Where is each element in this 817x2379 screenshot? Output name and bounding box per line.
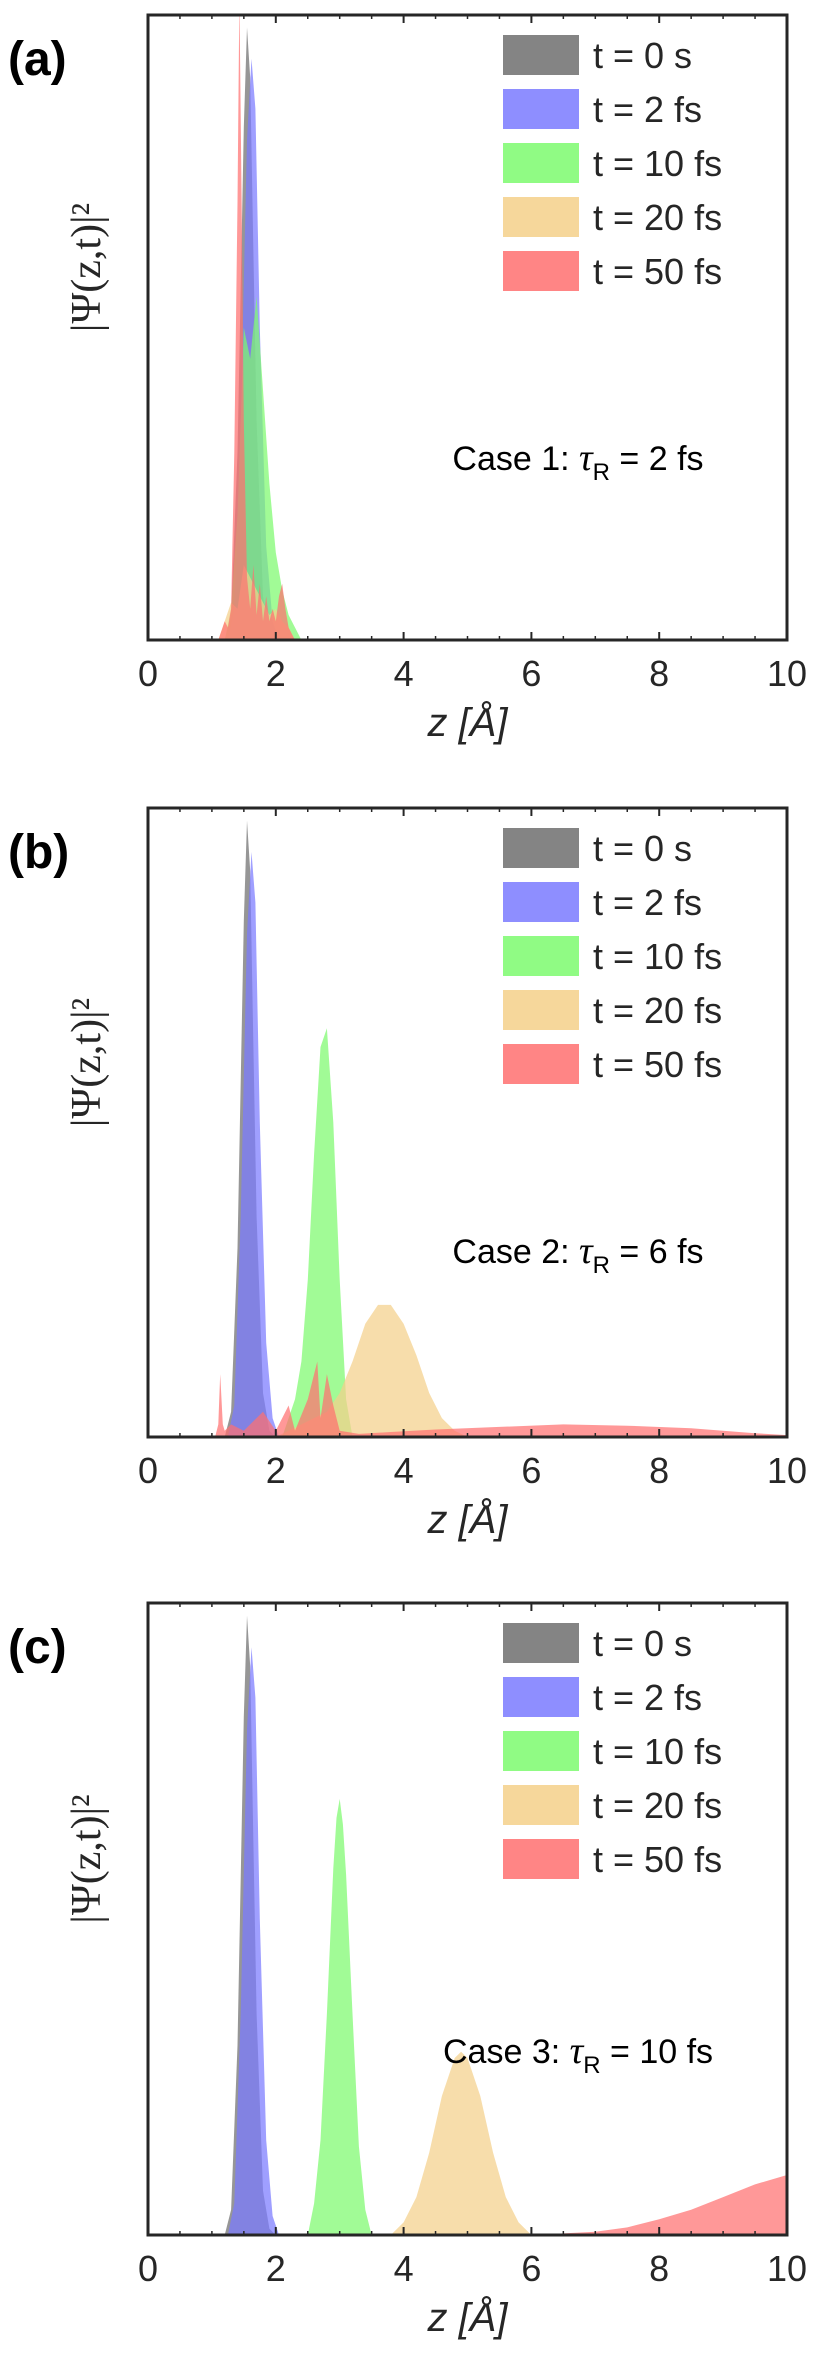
legend-swatch-t-10-fs xyxy=(503,143,579,183)
x-tick-label: 0 xyxy=(138,1450,158,1491)
series-area-t-10-fs xyxy=(307,1798,372,2235)
case-annotation-suffix: = 10 fs xyxy=(601,2033,713,2071)
legend-label-t-20-fs: t = 20 fs xyxy=(593,1785,722,1826)
legend-label-t-2-fs: t = 2 fs xyxy=(593,89,702,130)
y-axis-label: |Ψ(z,t)|² xyxy=(64,998,110,1127)
y-axis-label: |Ψ(z,t)|² xyxy=(64,1794,110,1923)
panel-b: 0 2 4 6 8 10 z [Å] |Ψ(z,t)|² (b) t = 0 s t = 2 fs t… xyxy=(8,806,807,1542)
panel-c: 0 2 4 6 8 10 z [Å] |Ψ(z,t)|² (c) t = 0 s t = 2 fs t… xyxy=(8,1601,807,2340)
legend-label-t-20-fs: t = 20 fs xyxy=(593,990,722,1031)
x-tick-label: 6 xyxy=(521,2248,541,2289)
legend-label-t-2-fs: t = 2 fs xyxy=(593,882,702,923)
case-annotation-symbol: τ xyxy=(579,1230,594,1272)
legend-swatch-t-10-fs xyxy=(503,1731,579,1771)
legend-swatch-t-10-fs xyxy=(503,936,579,976)
legend-swatch-t-20-fs xyxy=(503,990,579,1030)
x-tick-label: 6 xyxy=(521,1450,541,1491)
legend-swatch-t-50-fs xyxy=(503,1044,579,1084)
case-annotation: Case 3: τR = 10 fs xyxy=(443,2030,713,2079)
legend-swatch-t-50-fs xyxy=(503,1839,579,1879)
series-group xyxy=(224,1615,787,2235)
legend-swatch-t-20-fs xyxy=(503,197,579,237)
legend-swatch-t-50-fs xyxy=(503,251,579,291)
series-area-t-2-fs xyxy=(227,1647,279,2235)
legend-swatch-t-0-s xyxy=(503,1623,579,1663)
case-annotation: Case 1: τR = 2 fs xyxy=(452,437,703,486)
series-group xyxy=(215,820,787,1437)
x-axis-label: z [Å] xyxy=(426,2295,508,2340)
legend-swatch-t-0-s xyxy=(503,828,579,868)
x-tick-label: 8 xyxy=(649,653,669,694)
case-annotation-prefix: Case 3: xyxy=(443,2033,570,2071)
case-annotation-prefix: Case 2: xyxy=(452,1233,579,1271)
x-tick-label: 4 xyxy=(394,2248,414,2289)
legend-swatch-t-0-s xyxy=(503,35,579,75)
x-tick-label: 2 xyxy=(266,653,286,694)
x-tick-label: 10 xyxy=(767,653,807,694)
x-tick-label: 10 xyxy=(767,2248,807,2289)
panel-label: (b) xyxy=(8,826,69,879)
x-tick-label: 2 xyxy=(266,1450,286,1491)
x-tick-label: 8 xyxy=(649,1450,669,1491)
legend-label-t-2-fs: t = 2 fs xyxy=(593,1677,702,1718)
legend-label-t-10-fs: t = 10 fs xyxy=(593,1731,722,1772)
legend-swatch-t-2-fs xyxy=(503,1677,579,1717)
legend-label-t-50-fs: t = 50 fs xyxy=(593,1839,722,1880)
series-area-t-20-fs xyxy=(275,1304,468,1437)
legend-swatch-t-2-fs xyxy=(503,882,579,922)
x-tick-label: 4 xyxy=(394,1450,414,1491)
legend-swatch-t-2-fs xyxy=(503,89,579,129)
x-tick-label: 0 xyxy=(138,653,158,694)
panel-a: 0 2 4 6 8 10 z [Å] |Ψ(z,t)|² (a) t = 0 s t = 2 fs t… xyxy=(8,13,807,745)
case-annotation-symbol: τ xyxy=(570,2030,585,2072)
x-tick-label: 4 xyxy=(394,653,414,694)
case-annotation-suffix: = 6 fs xyxy=(610,1233,704,1271)
panel-label: (a) xyxy=(8,33,67,86)
case-annotation: Case 2: τR = 6 fs xyxy=(452,1230,703,1279)
x-tick-label: 6 xyxy=(521,653,541,694)
legend-label-t-0-s: t = 0 s xyxy=(593,828,692,869)
series-area-t-2-fs xyxy=(227,852,279,1437)
x-tick-label: 0 xyxy=(138,2248,158,2289)
series-area-t-20-fs xyxy=(390,2051,532,2235)
legend-label-t-10-fs: t = 10 fs xyxy=(593,936,722,977)
x-axis-label: z [Å] xyxy=(426,700,508,745)
legend-label-t-20-fs: t = 20 fs xyxy=(593,197,722,238)
x-tick-label: 8 xyxy=(649,2248,669,2289)
case-annotation-symbol: τ xyxy=(579,437,594,479)
panel-label: (c) xyxy=(8,1621,67,1674)
series-area-t-10-fs xyxy=(282,1028,353,1437)
x-axis-label-text: z [Å] xyxy=(426,700,508,745)
case-annotation-prefix: Case 1: xyxy=(452,440,579,478)
x-tick-label: 2 xyxy=(266,2248,286,2289)
x-axis-label-text: z [Å] xyxy=(426,2295,508,2340)
case-annotation-subscript: R xyxy=(593,459,610,486)
case-annotation-subscript: R xyxy=(593,1252,610,1279)
x-axis-label-text: z [Å] xyxy=(426,1497,508,1542)
y-axis-label: |Ψ(z,t)|² xyxy=(64,203,110,332)
legend-label-t-50-fs: t = 50 fs xyxy=(593,251,722,292)
case-annotation-subscript: R xyxy=(583,2052,600,2079)
series-area-t-50-fs xyxy=(531,2175,787,2235)
series-area-t-50-fs xyxy=(218,15,295,640)
case-annotation-suffix: = 2 fs xyxy=(610,440,704,478)
legend-label-t-0-s: t = 0 s xyxy=(593,35,692,76)
series-group xyxy=(218,15,302,640)
x-axis-label: z [Å] xyxy=(426,1497,508,1542)
x-tick-label: 10 xyxy=(767,1450,807,1491)
legend-swatch-t-20-fs xyxy=(503,1785,579,1825)
legend-label-t-10-fs: t = 10 fs xyxy=(593,143,722,184)
series-area-t-50-fs xyxy=(215,1361,787,1437)
legend-label-t-50-fs: t = 50 fs xyxy=(593,1044,722,1085)
legend-label-t-0-s: t = 0 s xyxy=(593,1623,692,1664)
